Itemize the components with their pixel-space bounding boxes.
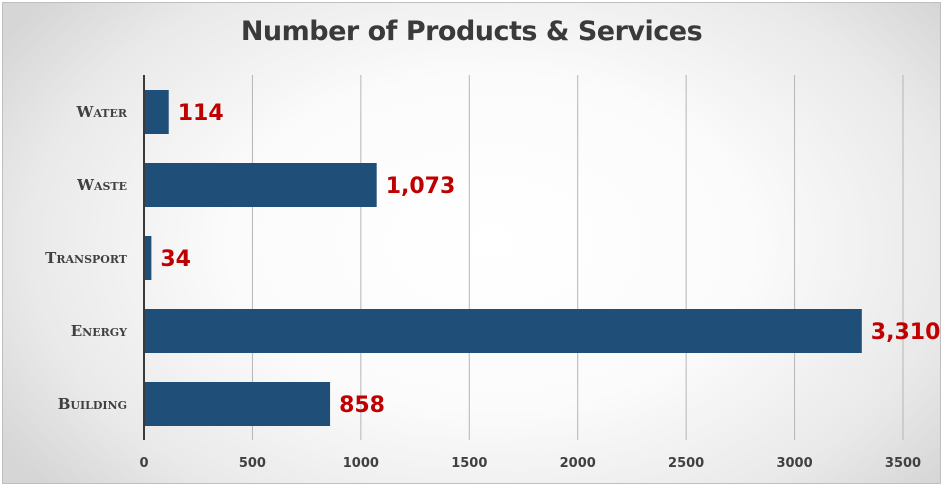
category-label: Building [58,395,127,413]
data-label: 34 [160,247,191,272]
bar-building [144,382,331,426]
bar-energy [144,309,862,353]
category-label: Waste [76,176,127,194]
data-label: 114 [178,101,224,126]
bar-waste [144,163,377,207]
x-tick-label: 2000 [560,456,596,471]
x-tick-label: 1000 [343,456,379,471]
data-label: 858 [339,393,385,418]
x-tick-label: 3000 [776,456,812,471]
x-tick-label: 1500 [451,456,487,471]
category-label: Water [76,103,128,121]
data-label: 3,310 [871,320,941,345]
x-tick-label: 2500 [668,456,704,471]
data-label: 1,073 [386,174,456,199]
x-tick-label: 3500 [885,456,921,471]
bar-water [144,90,169,134]
x-tick-label: 500 [239,456,266,471]
chart-title: Number of Products & Services [240,16,703,47]
bar-transport [144,236,152,280]
x-tick-label: 0 [139,456,148,471]
category-label: Transport [45,249,128,267]
category-label: Energy [71,322,127,340]
